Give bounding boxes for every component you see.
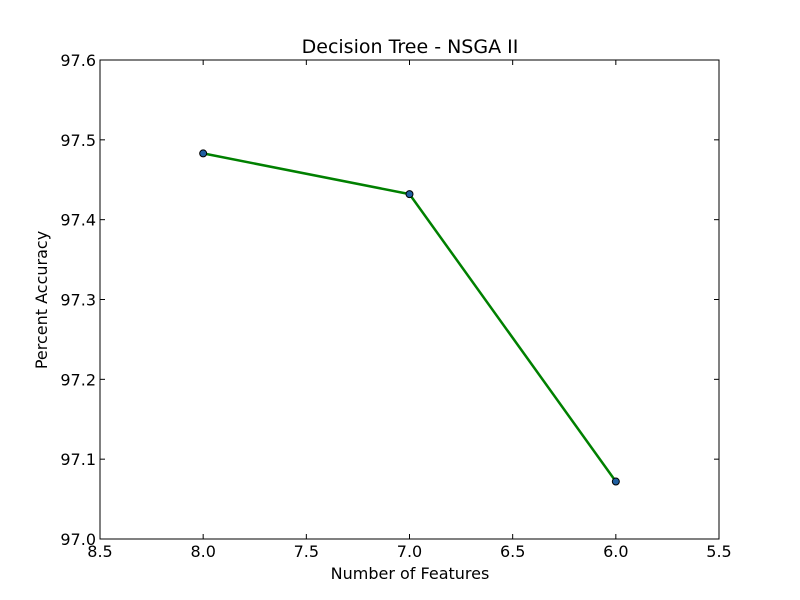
x-tick-label: 7.5 (294, 542, 319, 561)
y-tick-label: 97.5 (60, 131, 96, 150)
data-point (200, 150, 207, 157)
y-tick-label: 97.1 (60, 450, 96, 469)
data-point (406, 191, 413, 198)
x-axis-label: Number of Features (331, 564, 490, 583)
y-tick-label: 97.4 (60, 211, 96, 230)
x-tick-label: 8.0 (190, 542, 215, 561)
y-tick-label: 97.0 (60, 530, 96, 549)
x-tick-label: 5.5 (706, 542, 731, 561)
x-tick-label: 6.5 (500, 542, 525, 561)
x-tick-label: 7.0 (397, 542, 422, 561)
y-tick-label: 97.2 (60, 370, 96, 389)
data-point (612, 478, 619, 485)
chart-title: Decision Tree - NSGA II (302, 36, 519, 58)
y-axis-label: Percent Accuracy (32, 231, 51, 369)
y-tick-label: 97.6 (60, 51, 96, 70)
y-tick-label: 97.3 (60, 291, 96, 310)
x-tick-label: 6.0 (603, 542, 628, 561)
